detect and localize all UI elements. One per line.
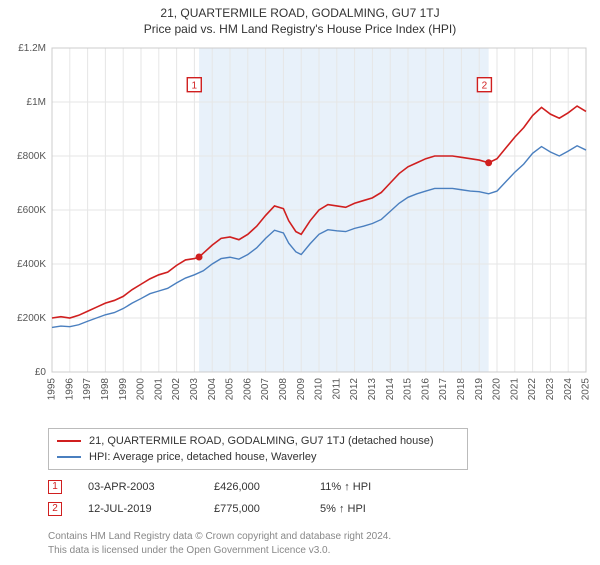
svg-text:£800K: £800K: [17, 151, 46, 162]
svg-text:2025: 2025: [581, 378, 592, 401]
svg-text:2003: 2003: [189, 378, 200, 401]
marker-dot-1: [196, 253, 203, 260]
svg-text:2011: 2011: [331, 378, 342, 400]
svg-text:2009: 2009: [296, 378, 307, 401]
footer-line-1: Contains HM Land Registry data © Crown c…: [48, 530, 592, 544]
svg-text:£0: £0: [35, 367, 47, 378]
svg-text:1998: 1998: [100, 378, 111, 401]
svg-text:2012: 2012: [349, 378, 360, 401]
svg-text:2024: 2024: [563, 378, 574, 401]
legend-swatch: [57, 440, 81, 442]
svg-text:2000: 2000: [136, 378, 147, 401]
svg-text:£200K: £200K: [17, 313, 46, 324]
svg-text:2007: 2007: [260, 378, 271, 401]
transaction-date: 03-APR-2003: [88, 481, 188, 493]
transaction-price: £426,000: [214, 481, 294, 493]
svg-text:£1.2M: £1.2M: [18, 43, 46, 54]
svg-text:2019: 2019: [474, 378, 485, 401]
marker-label-1: 1: [191, 81, 197, 92]
transaction-marker: 1: [48, 480, 62, 494]
svg-text:£1M: £1M: [27, 97, 46, 108]
svg-text:2020: 2020: [492, 378, 503, 401]
svg-text:2022: 2022: [527, 378, 538, 401]
svg-text:£400K: £400K: [17, 259, 46, 270]
svg-text:2017: 2017: [438, 378, 449, 401]
chart-container: 21, QUARTERMILE ROAD, GODALMING, GU7 1TJ…: [0, 0, 600, 565]
transaction-date: 12-JUL-2019: [88, 503, 188, 515]
marker-dot-2: [485, 159, 492, 166]
footer-line-2: This data is licensed under the Open Gov…: [48, 544, 592, 558]
svg-text:1997: 1997: [82, 378, 93, 401]
svg-text:2004: 2004: [207, 378, 218, 401]
transaction-marker: 2: [48, 502, 62, 516]
marker-label-2: 2: [482, 81, 488, 92]
svg-text:2015: 2015: [403, 378, 414, 401]
legend-box: 21, QUARTERMILE ROAD, GODALMING, GU7 1TJ…: [48, 428, 468, 470]
svg-text:2002: 2002: [171, 378, 182, 401]
svg-text:2005: 2005: [225, 378, 236, 401]
svg-text:1999: 1999: [118, 378, 129, 401]
line-chart-svg: £0 £200K £400K £600K £800K £1M £1.2M 1995 1996 19…: [8, 42, 592, 422]
svg-text:2013: 2013: [367, 378, 378, 401]
svg-text:2008: 2008: [278, 378, 289, 401]
svg-text:2006: 2006: [242, 378, 253, 401]
transaction-price: £775,000: [214, 503, 294, 515]
transaction-delta: 5% ↑ HPI: [320, 503, 410, 515]
svg-text:2014: 2014: [385, 378, 396, 401]
svg-text:1996: 1996: [64, 378, 75, 401]
svg-text:2021: 2021: [509, 378, 520, 401]
transaction-row: 1 03-APR-2003 £426,000 11% ↑ HPI: [48, 476, 592, 498]
legend-item: 21, QUARTERMILE ROAD, GODALMING, GU7 1TJ…: [57, 433, 459, 449]
chart-title: 21, QUARTERMILE ROAD, GODALMING, GU7 1TJ: [8, 6, 592, 20]
svg-text:£600K: £600K: [17, 205, 46, 216]
svg-text:2001: 2001: [153, 378, 164, 401]
attribution-footer: Contains HM Land Registry data © Crown c…: [48, 530, 592, 557]
transaction-delta: 11% ↑ HPI: [320, 481, 410, 493]
legend-label: 21, QUARTERMILE ROAD, GODALMING, GU7 1TJ…: [89, 435, 434, 447]
svg-text:2023: 2023: [545, 378, 556, 401]
transaction-row: 2 12-JUL-2019 £775,000 5% ↑ HPI: [48, 498, 592, 520]
chart-plot-area: £0 £200K £400K £600K £800K £1M £1.2M 1995 1996 19…: [8, 42, 592, 422]
svg-text:2018: 2018: [456, 378, 467, 401]
transactions-table: 1 03-APR-2003 £426,000 11% ↑ HPI 2 12-JUL-201…: [48, 476, 592, 520]
legend-label: HPI: Average price, detached house, Wave…: [89, 451, 316, 463]
legend-swatch: [57, 456, 81, 458]
svg-text:1995: 1995: [47, 378, 58, 401]
svg-text:2010: 2010: [314, 378, 325, 401]
legend-item: HPI: Average price, detached house, Wave…: [57, 449, 459, 465]
chart-subtitle: Price paid vs. HM Land Registry's House …: [8, 22, 592, 36]
svg-text:2016: 2016: [420, 378, 431, 401]
